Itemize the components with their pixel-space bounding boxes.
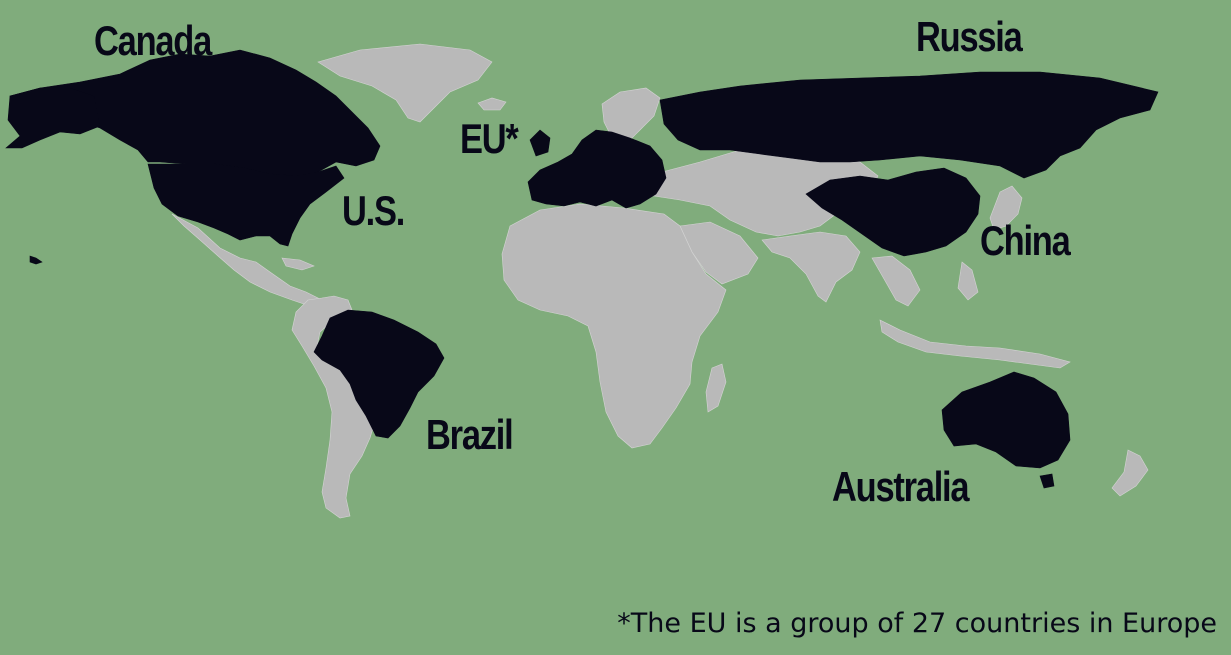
africa-shape	[501, 203, 727, 449]
russia-label: Russia	[916, 13, 1023, 60]
australia-label: Australia	[832, 463, 970, 510]
iceland-shape	[477, 97, 507, 111]
russia-shape	[659, 71, 1159, 179]
alaska-shape	[5, 87, 101, 149]
japan-shape	[989, 185, 1023, 231]
southeast-asia-shape	[871, 255, 921, 307]
ireland-uk-shape	[529, 129, 551, 157]
europe-north-shape	[601, 87, 661, 143]
china-shape	[805, 167, 981, 257]
us-label: U.S.	[342, 187, 405, 234]
canada-label: Canada	[94, 17, 212, 64]
arabian-peninsula-shape	[679, 221, 759, 285]
tasmania-shape	[1039, 473, 1055, 489]
china-label: China	[980, 217, 1071, 264]
hawaii-shape	[29, 255, 43, 265]
philippines-shape	[957, 261, 979, 301]
brazil-shape	[313, 309, 445, 439]
us-shape	[147, 163, 345, 247]
eu-footnote: *The EU is a group of 27 countries in Eu…	[617, 608, 1217, 639]
caribbean-shape	[281, 257, 315, 271]
eu-shape	[527, 129, 667, 209]
madagascar-shape	[705, 363, 727, 413]
indonesia-shape	[879, 319, 1071, 369]
eu-label: EU*	[460, 115, 519, 162]
new-zealand-shape	[1111, 449, 1149, 497]
brazil-label: Brazil	[426, 411, 514, 458]
greenland-shape	[317, 43, 493, 123]
south-asia-shape	[761, 231, 861, 303]
canada-shape	[9, 49, 381, 177]
australia-shape	[941, 371, 1071, 469]
